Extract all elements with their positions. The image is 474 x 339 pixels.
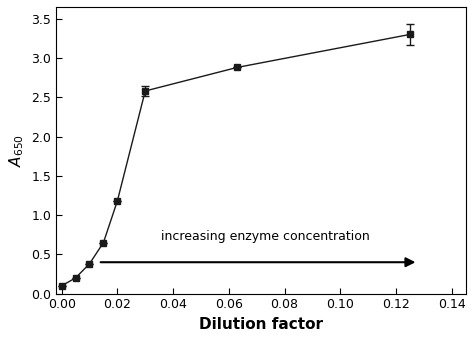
X-axis label: Dilution factor: Dilution factor [199,317,323,332]
Y-axis label: $A_{650}$: $A_{650}$ [7,134,26,167]
Text: increasing enzyme concentration: increasing enzyme concentration [161,230,369,243]
